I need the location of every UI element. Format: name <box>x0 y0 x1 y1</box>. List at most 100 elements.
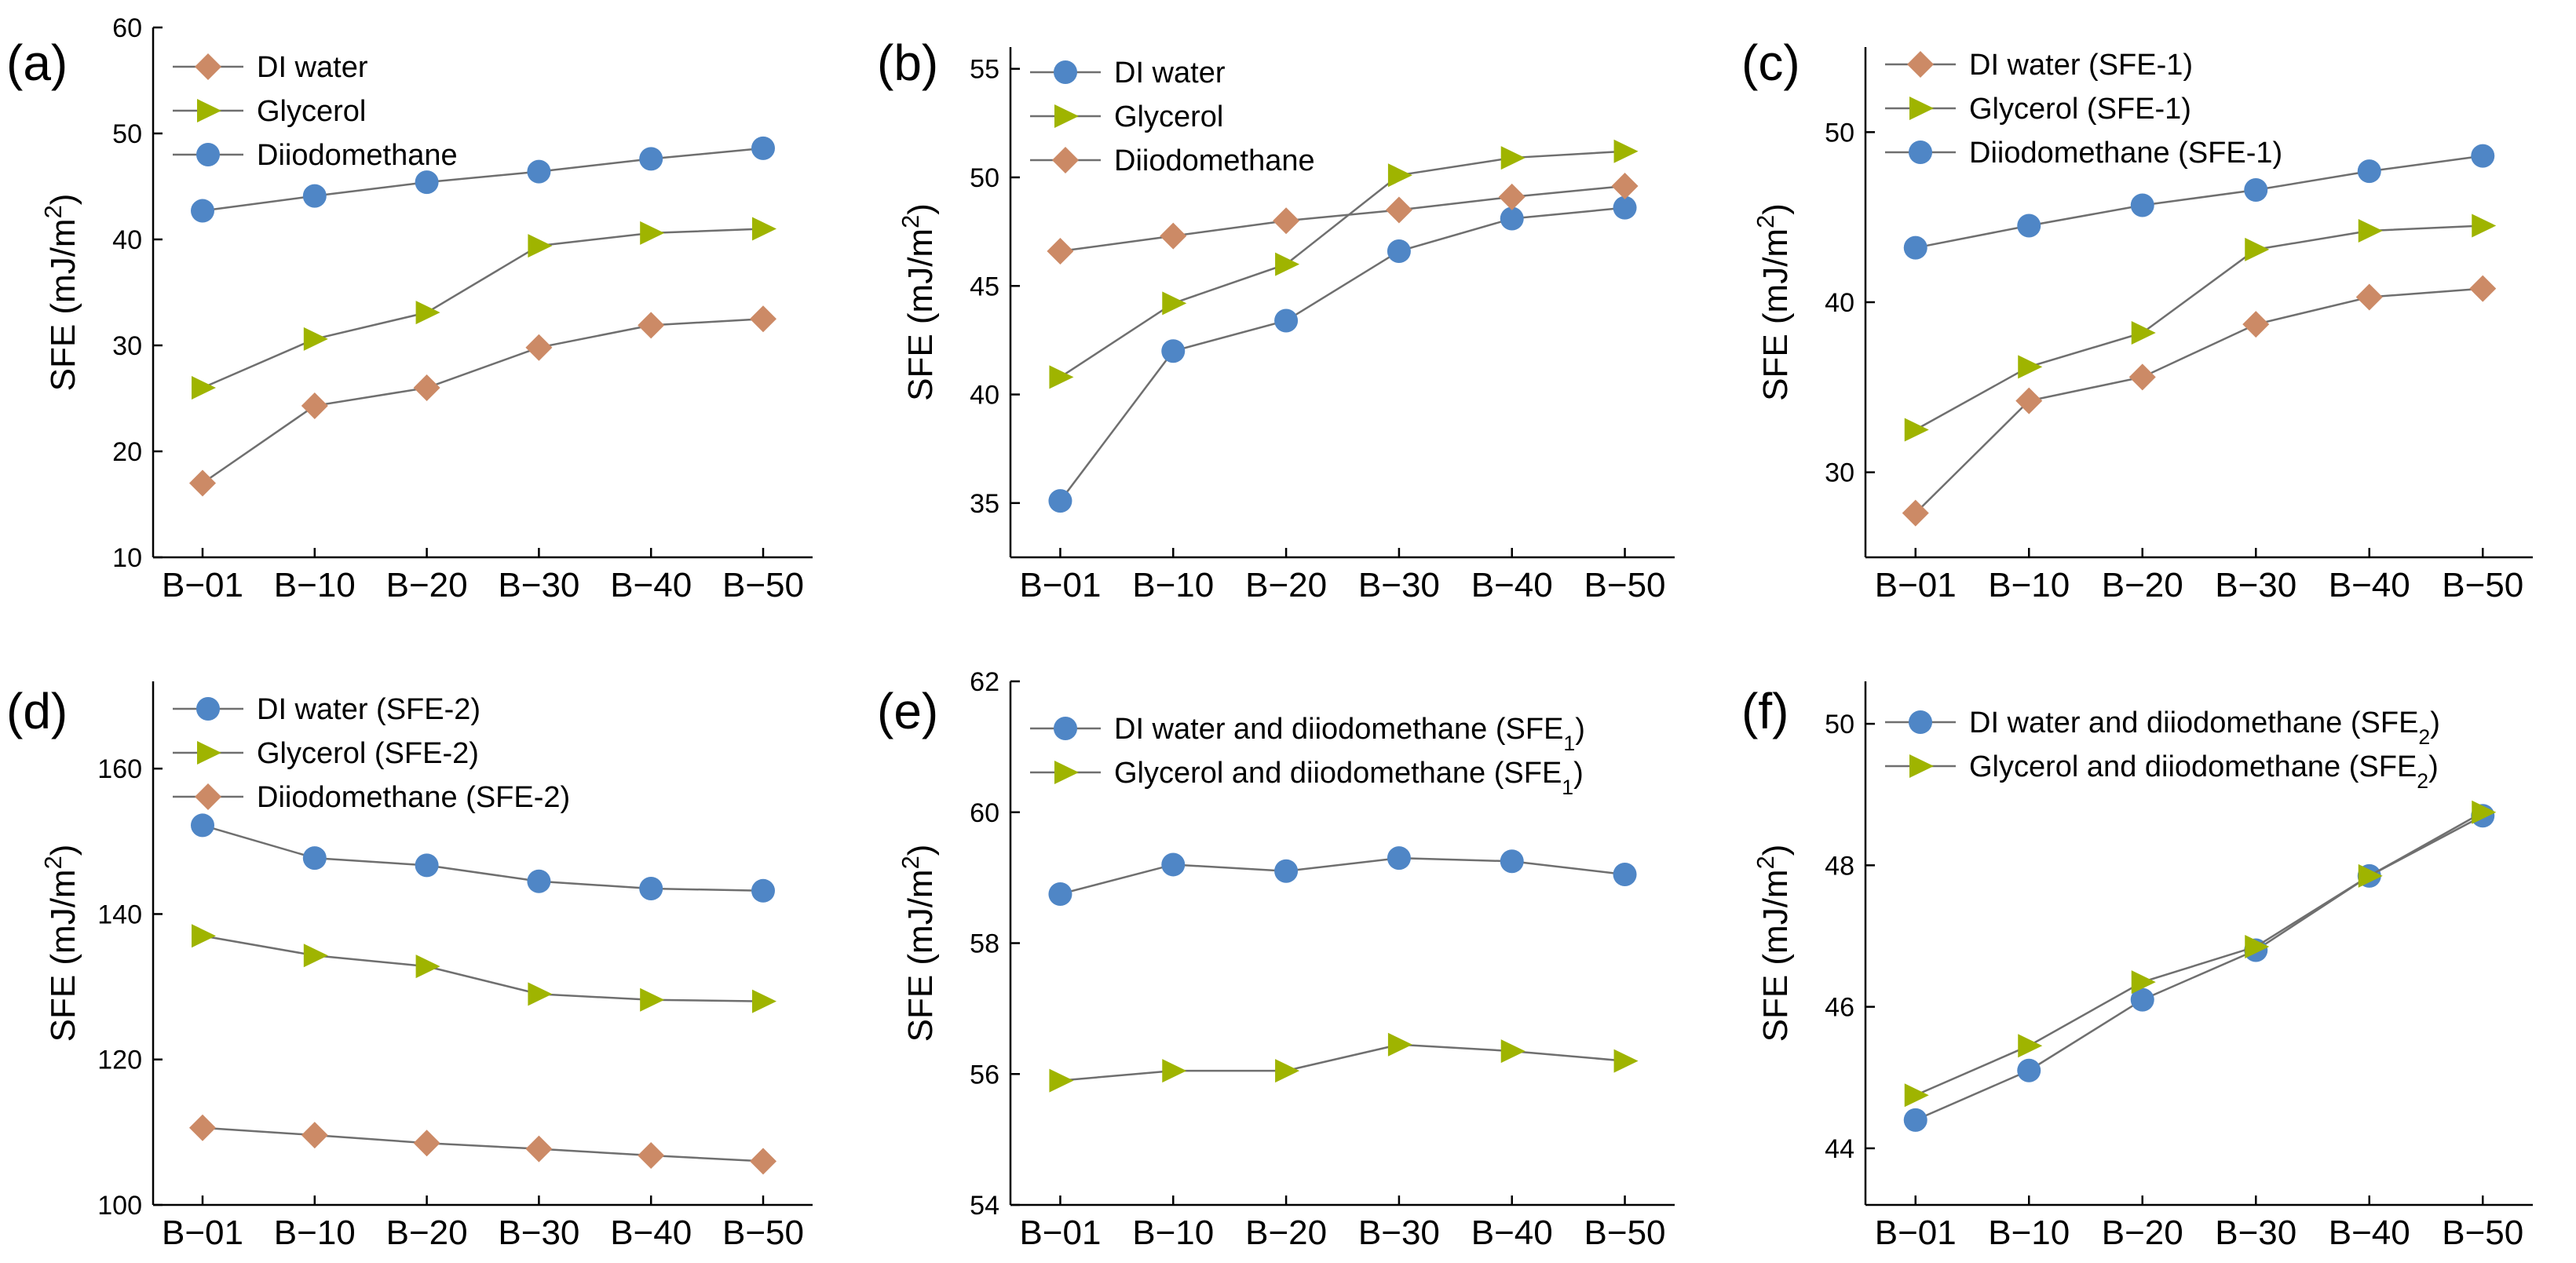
legend: DI water (SFE-1) Glycerol (SFE-1) Diiodome… <box>1885 49 2282 170</box>
data-point-b40 <box>638 312 665 339</box>
data-point-b40 <box>2358 863 2383 888</box>
legend: DI water Glycerol Diiodomethane <box>1030 57 1315 177</box>
legend-marker-1 <box>195 53 221 80</box>
data-point-b40 <box>639 147 663 171</box>
y-axis-label: SFE (mJ/m2) <box>39 194 83 392</box>
series-3 <box>191 136 775 223</box>
data-point-b20 <box>2131 970 2156 995</box>
y-tick-label-10: 10 <box>112 543 142 573</box>
legend-label-2: Glycerol <box>1114 100 1223 133</box>
y-tick-label-55: 55 <box>970 55 999 85</box>
data-point-b20 <box>1274 308 1299 333</box>
y-tick-label-58: 58 <box>970 929 999 959</box>
data-point-b01 <box>1904 1083 1929 1108</box>
series-line <box>1915 815 2483 1121</box>
legend-marker-2 <box>197 741 221 765</box>
x-tick-label-b40: B−40 <box>1471 566 1553 604</box>
y-tick-label-30: 30 <box>112 331 142 361</box>
data-point-b10 <box>2018 355 2043 379</box>
data-point-b20 <box>1275 1059 1300 1083</box>
y-tick-label-40: 40 <box>1825 288 1854 318</box>
series-1 <box>1903 804 2495 1132</box>
legend-label-2: Glycerol (SFE-1) <box>1969 93 2191 126</box>
series-line <box>202 147 764 212</box>
x-tick-label-b30: B−30 <box>1358 566 1440 604</box>
data-point-b10 <box>301 1122 328 1149</box>
x-tick-label-b40: B−40 <box>610 566 692 604</box>
data-point-b10 <box>1162 291 1187 316</box>
legend-label-2: Glycerol and diiodomethane (SFE1) <box>1114 757 1584 799</box>
series-line <box>1059 150 1625 378</box>
series-1 <box>1048 846 1637 906</box>
series-3 <box>189 1114 776 1175</box>
legend-marker-1 <box>1054 717 1077 740</box>
data-point-b40 <box>1500 1039 1526 1064</box>
series-3 <box>1903 144 2495 260</box>
data-point-b01 <box>1903 235 1927 260</box>
panel-label: (f) <box>1741 683 1789 739</box>
legend-marker-1 <box>196 697 220 721</box>
x-tick-label-b01: B−01 <box>1019 1214 1101 1252</box>
data-point-b40 <box>1500 146 1526 170</box>
legend: DI water Glycerol Diiodomethane <box>173 51 458 172</box>
data-point-b30 <box>2244 178 2268 202</box>
series-line <box>1915 155 2483 249</box>
x-tick-label-b40: B−40 <box>2329 1214 2410 1252</box>
chart-panel-f: 44 46 48 50 B−01 B−10 B−20 B−30 B−40 B−50 SFE (mJ/… <box>1741 681 2533 1252</box>
series-1 <box>191 813 775 903</box>
data-point-b01 <box>189 1114 216 1141</box>
x-tick-label-b20: B−20 <box>2102 566 2183 604</box>
data-point-b20 <box>413 1130 440 1157</box>
series-2 <box>1049 1032 1639 1093</box>
y-axis-label: SFE (mJ/m2) <box>897 203 941 401</box>
y-tick-label-160: 160 <box>97 754 142 784</box>
data-point-b01 <box>189 469 216 497</box>
y-tick-label-40: 40 <box>970 381 999 411</box>
series-line <box>1915 811 2483 1097</box>
x-tick-label-b40: B−40 <box>2329 566 2410 604</box>
data-point-b50 <box>1611 173 1639 200</box>
x-tick-label-b30: B−30 <box>498 566 579 604</box>
y-tick-label-20: 20 <box>112 437 142 467</box>
x-tick-label-b10: B−10 <box>274 1214 356 1252</box>
legend-marker-2 <box>1909 754 1934 778</box>
data-point-b50 <box>1613 195 1637 220</box>
data-point-b30 <box>1387 1032 1412 1057</box>
series-line <box>202 1126 764 1163</box>
legend-marker-2 <box>1054 761 1079 784</box>
data-point-b40 <box>1498 183 1526 210</box>
series-line <box>1060 184 1625 253</box>
legend-marker-3 <box>1052 147 1079 173</box>
data-point-b30 <box>1387 163 1412 188</box>
legend-marker-3 <box>1909 141 1932 164</box>
x-tick-label-b20: B−20 <box>386 1214 468 1252</box>
data-point-b20 <box>2131 321 2156 345</box>
y-axis-label: SFE (mJ/m2) <box>897 845 941 1042</box>
data-point-b50 <box>1613 862 1637 886</box>
y-tick-label-100: 100 <box>97 1191 142 1221</box>
data-point-b30 <box>525 334 553 361</box>
panel-label: (b) <box>877 35 938 91</box>
data-point-b30 <box>2245 237 2270 261</box>
data-point-b10 <box>2018 1034 2043 1058</box>
data-point-b40 <box>2357 159 2381 184</box>
x-tick-label-b01: B−01 <box>162 566 243 604</box>
legend-marker-1 <box>1054 60 1077 84</box>
data-point-b50 <box>752 217 776 241</box>
x-tick-label-b30: B−30 <box>498 1214 579 1252</box>
x-tick-label-b20: B−20 <box>1245 566 1327 604</box>
legend-label-1: DI water <box>257 51 368 84</box>
legend-label-3: Diiodomethane (SFE-1) <box>1969 137 2282 170</box>
data-point-b40 <box>2355 283 2383 311</box>
x-tick-label-b50: B−50 <box>2442 1214 2523 1252</box>
data-point-b10 <box>1160 222 1187 250</box>
x-tick-label-b50: B−50 <box>1584 566 1666 604</box>
data-point-b01 <box>1902 499 1929 527</box>
legend-marker-3 <box>195 783 221 810</box>
x-tick-label-b40: B−40 <box>610 1214 692 1252</box>
data-point-b10 <box>1162 1059 1187 1083</box>
legend-label-1: DI water and diiodomethane (SFE2) <box>1969 706 2440 749</box>
y-tick-label-54: 54 <box>970 1191 999 1221</box>
data-point-b10 <box>302 184 327 208</box>
legend-marker-3 <box>196 143 220 166</box>
